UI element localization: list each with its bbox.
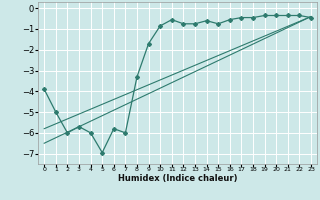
X-axis label: Humidex (Indice chaleur): Humidex (Indice chaleur): [118, 174, 237, 183]
